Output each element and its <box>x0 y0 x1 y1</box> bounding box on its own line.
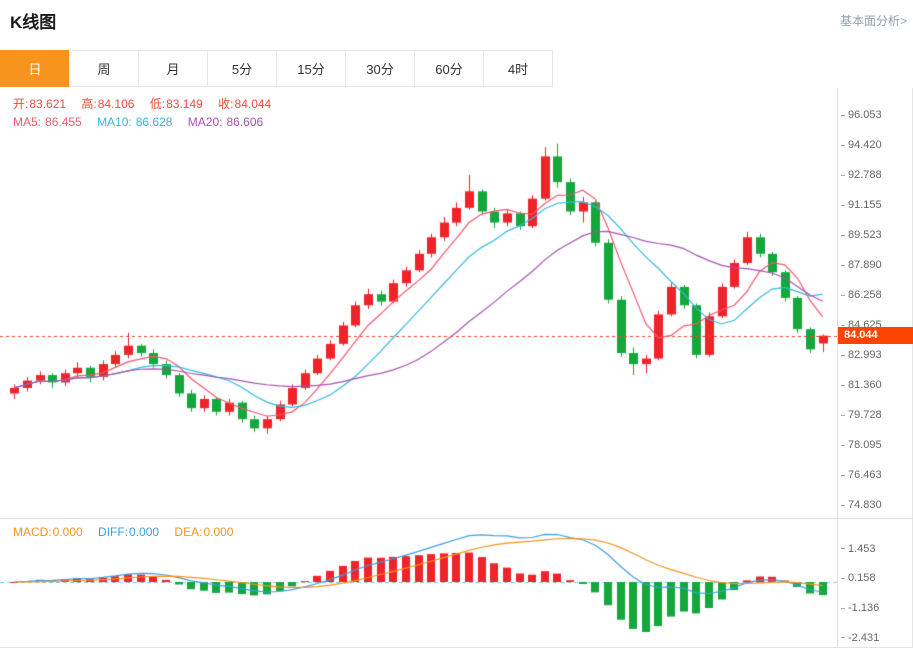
macd-value: 0.000 <box>52 525 83 539</box>
header: K线图 基本面分析> <box>0 0 913 46</box>
macd-y-axis-label: -1.136 <box>841 602 879 614</box>
main-y-axis-label: 94.420 <box>841 139 882 151</box>
main-y-axis-label: 79.728 <box>841 409 882 421</box>
high-value: 84.106 <box>97 97 135 111</box>
diff-label: DIFF: <box>98 525 129 539</box>
ma5-value: 86.455 <box>45 115 82 129</box>
tab-4hour[interactable]: 4时 <box>483 50 553 87</box>
macd-y-axis: 1.453 0.158 -1.136 -2.431 <box>838 519 913 648</box>
macd-y-axis-label: 0.158 <box>841 572 876 584</box>
main-y-axis-label: 89.523 <box>841 229 882 241</box>
main-y-axis-label: 86.258 <box>841 289 882 301</box>
panel-separator-line <box>0 518 913 519</box>
main-y-axis-label: 96.053 <box>841 109 882 121</box>
open-value: 83.621 <box>29 97 67 111</box>
tab-5min[interactable]: 5分 <box>207 50 277 87</box>
close-label: 收: <box>218 97 234 111</box>
period-tabs: 日 周 月 5分 15分 30分 60分 4时 <box>0 50 553 87</box>
ma20-value: 86.606 <box>226 115 264 129</box>
main-y-axis-label: 74.830 <box>841 499 882 511</box>
main-y-axis-label: 91.155 <box>841 199 882 211</box>
page-title: K线图 <box>10 13 57 32</box>
macd-y-axis-label: -2.431 <box>841 632 879 644</box>
ma10-label: MA10: <box>97 115 132 129</box>
ma20-label: MA20: <box>187 115 223 129</box>
dea-label: DEA: <box>174 525 203 539</box>
macd-y-axis-label: 1.453 <box>841 543 876 555</box>
macd-label: MACD: <box>13 525 52 539</box>
ma5-label: MA5: <box>13 115 42 129</box>
current-price-tag: 84.044 <box>838 327 913 344</box>
chart-area: 开:83.621 高:84.106 低:83.149 收:84.044 MA5:… <box>0 88 913 648</box>
fundamental-analysis-link[interactable]: 基本面分析> <box>839 14 907 28</box>
diff-value: 0.000 <box>129 525 160 539</box>
close-value: 84.044 <box>234 97 272 111</box>
ohlc-legend: 开:83.621 高:84.106 低:83.149 收:84.044 <box>13 95 283 112</box>
tab-month[interactable]: 月 <box>138 50 208 87</box>
ma-legend: MA5: 86.455 MA10: 86.628 MA20: 86.606 <box>13 115 275 129</box>
tab-week[interactable]: 周 <box>69 50 139 87</box>
tab-day[interactable]: 日 <box>0 50 70 87</box>
ma10-value: 86.628 <box>135 115 173 129</box>
main-chart-canvas[interactable] <box>0 88 837 518</box>
main-y-axis-label: 76.463 <box>841 469 882 481</box>
dea-value: 0.000 <box>203 525 234 539</box>
main-y-axis: 96.053 94.420 92.788 91.155 89.523 87.890 86.2… <box>838 88 913 518</box>
low-label: 低: <box>149 97 166 111</box>
tab-30min[interactable]: 30分 <box>345 50 415 87</box>
main-y-axis-label: 92.788 <box>841 169 882 181</box>
tab-60min[interactable]: 60分 <box>414 50 484 87</box>
main-y-axis-label: 87.890 <box>841 259 882 271</box>
axis-separator-line <box>837 88 838 648</box>
low-value: 83.149 <box>166 97 203 111</box>
open-label: 开: <box>13 97 29 111</box>
main-y-axis-label: 78.095 <box>841 439 882 451</box>
tab-15min[interactable]: 15分 <box>276 50 346 87</box>
high-label: 高: <box>81 97 97 111</box>
main-y-axis-label: 82.993 <box>841 349 882 361</box>
macd-legend: MACD:0.000 DIFF:0.000 DEA:0.000 <box>13 525 245 539</box>
macd-chart-canvas[interactable] <box>0 519 837 648</box>
main-y-axis-label: 81.360 <box>841 379 882 391</box>
